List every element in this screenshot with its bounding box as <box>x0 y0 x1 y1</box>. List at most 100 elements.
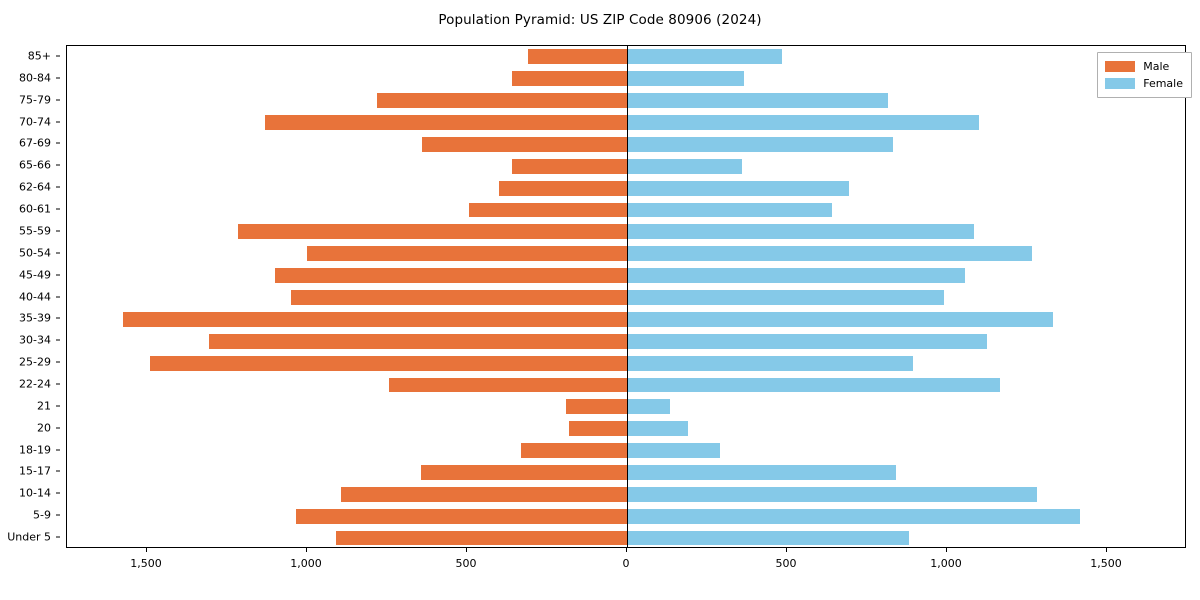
bar-male[interactable] <box>468 202 627 218</box>
y-tick-mark <box>56 361 60 363</box>
bar-male[interactable] <box>566 399 627 415</box>
bar-male[interactable] <box>388 377 627 393</box>
x-tick-mark <box>786 548 787 552</box>
bar-row <box>67 246 1185 262</box>
bar-male[interactable] <box>377 93 627 109</box>
bar-male[interactable] <box>307 246 627 262</box>
bar-row <box>67 311 1185 327</box>
bar-female[interactable] <box>627 224 975 240</box>
y-tick-label: 55-59 <box>19 224 51 238</box>
bar-male[interactable] <box>511 71 627 87</box>
y-tick-mark <box>56 230 60 232</box>
bar-male[interactable] <box>123 311 627 327</box>
chart-title: Population Pyramid: US ZIP Code 80906 (2… <box>438 12 762 28</box>
bar-female[interactable] <box>627 290 944 305</box>
y-tick-label: 15-17 <box>19 464 51 478</box>
bar-female[interactable] <box>627 486 1037 502</box>
bar-female[interactable] <box>627 399 671 415</box>
x-tick-label: 500 <box>455 557 477 570</box>
bar-female[interactable] <box>627 421 688 437</box>
bar-female[interactable] <box>627 246 1032 262</box>
bar-female[interactable] <box>627 377 1000 393</box>
y-tick-mark <box>56 142 60 144</box>
bar-male[interactable] <box>265 115 627 130</box>
bar-male[interactable] <box>291 290 627 305</box>
y-tick-mark <box>56 514 60 516</box>
x-tick-label: 0 <box>622 557 630 570</box>
y-tick-label: 62-64 <box>19 180 51 194</box>
bar-female[interactable] <box>627 71 744 87</box>
x-axis: 1,500 1,000 500 0 500 1,000 1,500 <box>0 548 1200 588</box>
bar-female[interactable] <box>627 333 987 349</box>
legend-swatch-female <box>1105 78 1136 89</box>
y-tick-label: 45-49 <box>19 268 51 282</box>
bar-male[interactable] <box>209 333 627 349</box>
bar-female[interactable] <box>627 268 965 284</box>
bar-male[interactable] <box>275 268 627 284</box>
bar-female[interactable] <box>627 508 1080 524</box>
bar-male[interactable] <box>335 530 627 546</box>
y-tick-mark <box>56 121 60 123</box>
bar-female[interactable] <box>627 465 896 480</box>
bars-layer <box>67 46 1185 547</box>
legend-label-female: Female <box>1143 77 1183 90</box>
y-tick-label: 35-39 <box>19 311 51 325</box>
x-tick-label: 1,000 <box>930 557 962 570</box>
x-tick-mark <box>146 548 147 552</box>
y-tick-mark <box>56 492 60 494</box>
bar-female[interactable] <box>627 136 893 152</box>
bar-male[interactable] <box>420 465 627 480</box>
bar-female[interactable] <box>627 180 850 196</box>
y-tick-label: 22-24 <box>19 377 51 391</box>
y-tick-mark <box>56 470 60 472</box>
y-tick-label: 30-34 <box>19 333 51 347</box>
bar-male[interactable] <box>295 508 627 524</box>
x-tick-label: 1,000 <box>290 557 322 570</box>
y-tick-label: 80-84 <box>19 71 51 85</box>
legend-item-female[interactable]: Female <box>1105 75 1183 92</box>
bar-female[interactable] <box>627 93 888 109</box>
plot-area <box>66 45 1186 548</box>
bar-row <box>67 508 1185 524</box>
bar-row <box>67 136 1185 152</box>
bar-female[interactable] <box>627 443 720 458</box>
x-tick-mark <box>1106 548 1107 552</box>
bar-female[interactable] <box>627 355 914 371</box>
legend-swatch-male <box>1105 61 1136 72</box>
x-tick-mark <box>306 548 307 552</box>
bar-male[interactable] <box>499 180 627 196</box>
x-tick-label: 500 <box>775 557 797 570</box>
y-tick-mark <box>56 339 60 341</box>
bar-female[interactable] <box>627 49 783 65</box>
bar-row <box>67 49 1185 65</box>
y-tick-label: 70-74 <box>19 115 51 129</box>
x-tick-mark <box>946 548 947 552</box>
y-tick-mark <box>56 55 60 57</box>
bar-male[interactable] <box>340 486 627 502</box>
bar-male[interactable] <box>569 421 627 437</box>
bar-row <box>67 530 1185 546</box>
legend-label-male: Male <box>1143 60 1170 73</box>
bar-male[interactable] <box>422 136 627 152</box>
bar-male[interactable] <box>521 443 627 458</box>
zero-axis-line <box>627 46 628 547</box>
bar-row <box>67 224 1185 240</box>
legend-item-male[interactable]: Male <box>1105 58 1183 75</box>
bar-female[interactable] <box>627 530 909 546</box>
bar-female[interactable] <box>627 311 1053 327</box>
bar-male[interactable] <box>511 158 627 174</box>
bar-male[interactable] <box>150 355 627 371</box>
legend: Male Female <box>1097 52 1192 98</box>
bar-female[interactable] <box>627 202 832 218</box>
bar-male[interactable] <box>238 224 627 240</box>
bar-row <box>67 333 1185 349</box>
bar-male[interactable] <box>527 49 627 65</box>
bar-female[interactable] <box>627 115 979 130</box>
bar-row <box>67 268 1185 284</box>
y-tick-label: 60-61 <box>19 202 51 216</box>
bar-row <box>67 290 1185 305</box>
y-tick-label: 18-19 <box>19 443 51 457</box>
bar-female[interactable] <box>627 158 743 174</box>
bar-row <box>67 355 1185 371</box>
